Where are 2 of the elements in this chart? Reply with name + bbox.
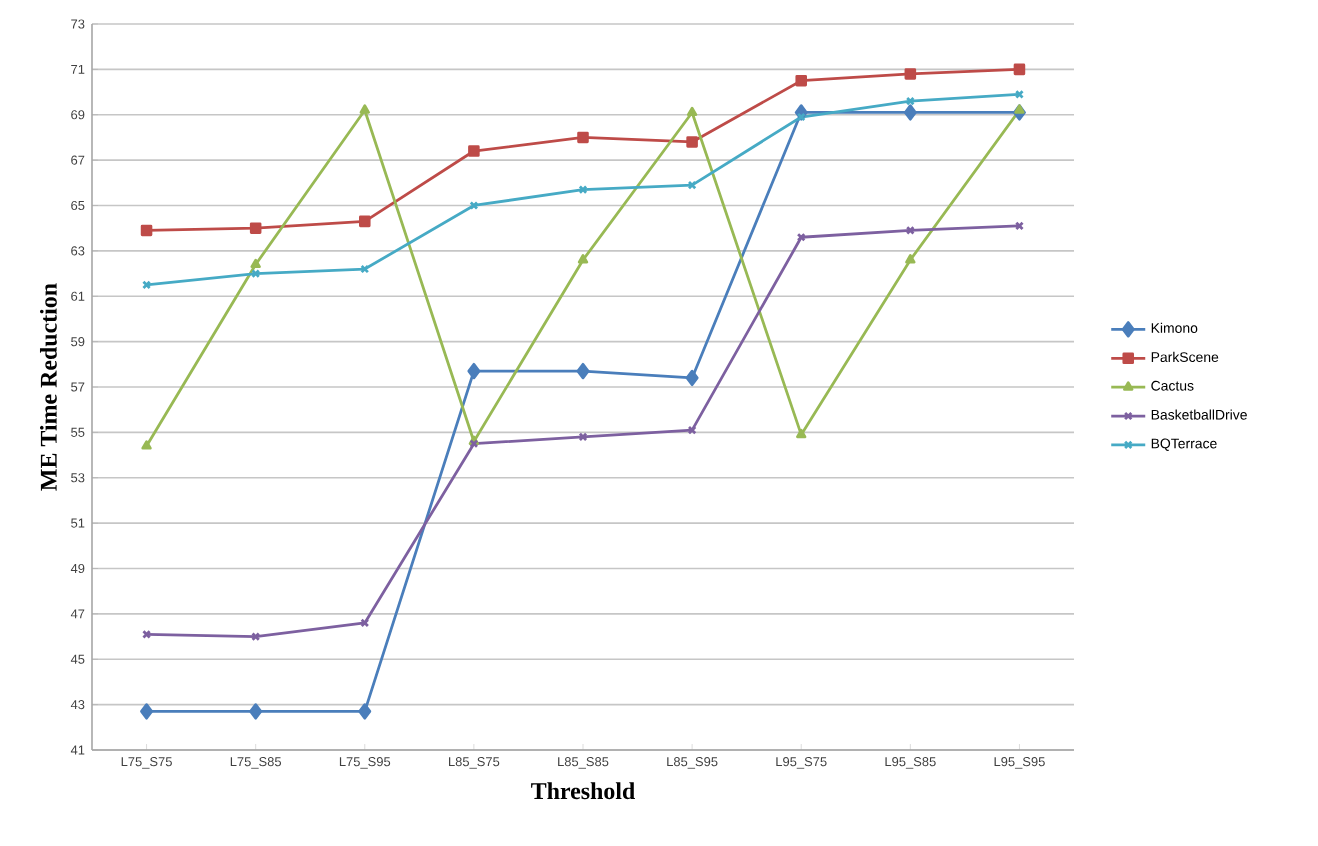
x-axis-title: Threshold bbox=[531, 782, 635, 800]
y-axis-title: ME Time Reduction bbox=[39, 283, 57, 491]
